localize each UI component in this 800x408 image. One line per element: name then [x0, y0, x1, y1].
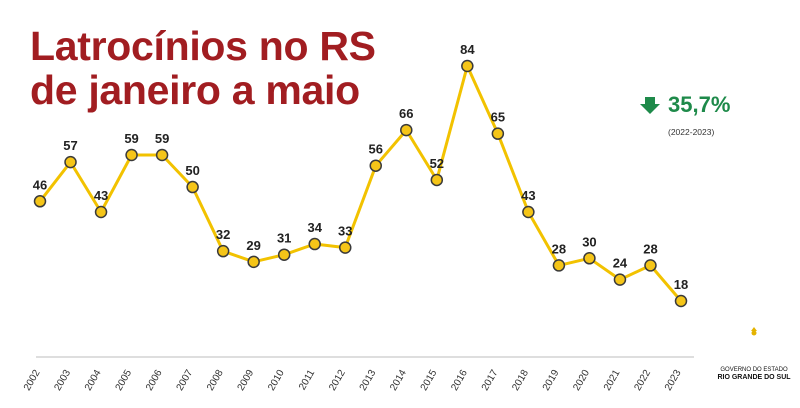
x-tick-label: 2023: [663, 368, 684, 393]
data-label: 56: [369, 142, 383, 157]
government-logo: GOVERNO DO ESTADO RIO GRANDE DO SUL: [716, 326, 792, 382]
x-tick-label: 2021: [602, 368, 623, 393]
logo-line-1: GOVERNO DO ESTADO: [720, 367, 788, 373]
title-line-2: de janeiro a maio: [30, 67, 360, 113]
data-point: [186, 180, 199, 194]
data-label: 32: [216, 227, 230, 242]
x-tick-label: 2014: [388, 368, 409, 393]
x-tick-label: 2010: [266, 368, 287, 393]
change-value: 35,7%: [668, 92, 731, 117]
data-label: 18: [674, 277, 688, 292]
data-label: 29: [246, 238, 260, 253]
x-tick-label: 2003: [52, 368, 73, 393]
data-label: 59: [124, 131, 138, 146]
data-point: [369, 159, 383, 172]
x-tick-label: 2005: [114, 368, 135, 393]
data-label: 52: [430, 156, 444, 171]
data-label: 66: [399, 106, 413, 121]
x-tick-label: 2016: [449, 368, 470, 393]
data-point: [583, 252, 596, 265]
x-tick-label: 2008: [205, 368, 226, 393]
data-point: [247, 255, 260, 269]
data-point: [461, 59, 474, 73]
state-coat-of-arms-icon: [751, 327, 757, 336]
data-label: 84: [460, 42, 475, 57]
data-point: [155, 148, 169, 162]
x-tick-label: 2017: [480, 368, 501, 393]
arrow-down-icon: [640, 97, 660, 114]
data-label: 28: [552, 241, 566, 256]
data-label: 28: [643, 241, 657, 256]
x-tick-label: 2012: [327, 368, 348, 393]
data-label: 65: [491, 110, 505, 125]
x-tick-label: 2022: [632, 368, 653, 393]
series-line: [38, 64, 683, 302]
data-point: [400, 123, 413, 137]
x-tick-label: 2009: [236, 368, 257, 393]
data-point: [491, 127, 505, 140]
data-label: 30: [582, 234, 596, 249]
data-point: [522, 205, 535, 219]
data-point: [94, 205, 108, 219]
data-point: [216, 244, 230, 258]
x-tick-label: 2019: [541, 368, 562, 393]
data-label: 46: [33, 177, 47, 192]
data-label: 33: [338, 224, 352, 239]
x-tick-label: 2015: [419, 368, 440, 393]
x-tick-label: 2006: [144, 368, 165, 393]
data-point: [125, 148, 138, 162]
data-point: [338, 241, 352, 254]
x-tick-label: 2020: [571, 368, 592, 393]
x-tick-label: 2013: [358, 368, 379, 393]
data-point: [430, 173, 444, 187]
data-point: [613, 273, 627, 286]
data-label: 57: [63, 138, 77, 153]
data-point: [64, 155, 77, 169]
data-point: [644, 259, 657, 272]
change-period: (2022-2023): [668, 127, 715, 137]
data-label: 50: [185, 163, 199, 178]
x-tick-label: 2011: [297, 368, 317, 393]
data-point: [277, 248, 291, 261]
chart-title: Latrocínios no RS de janeiro a maio: [30, 24, 376, 112]
data-label: 43: [94, 188, 108, 203]
logo-line-2: RIO GRANDE DO SUL: [717, 374, 791, 381]
data-label: 24: [613, 256, 628, 271]
data-point: [552, 259, 566, 272]
data-label: 31: [277, 231, 291, 246]
data-label: 59: [155, 131, 169, 146]
data-label: 43: [521, 188, 535, 203]
change-indicator: 35,7%: [640, 92, 730, 118]
data-point: [674, 294, 688, 308]
x-tick-label: 2018: [510, 368, 531, 393]
data-point: [308, 237, 321, 251]
data-point: [33, 195, 47, 208]
x-tick-label: 2007: [175, 368, 196, 393]
x-tick-label: 2002: [22, 368, 43, 393]
title-line-1: Latrocínios no RS: [30, 23, 376, 69]
data-label: 34: [307, 220, 322, 235]
x-tick-label: 2004: [83, 368, 104, 393]
